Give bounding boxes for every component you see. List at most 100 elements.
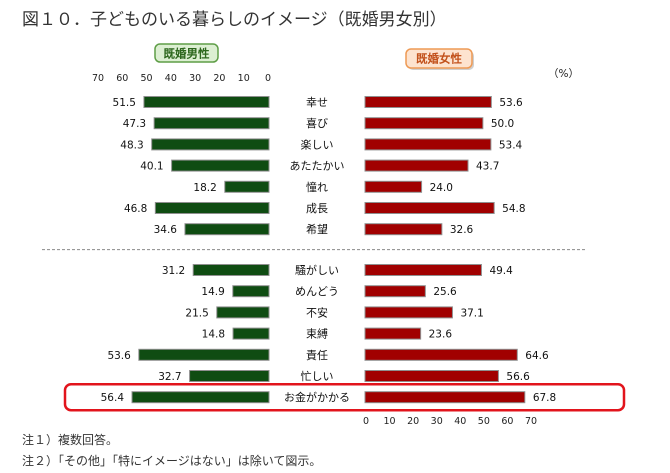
bar-men-3 xyxy=(151,138,270,151)
category-label-3: 楽しい xyxy=(301,138,334,151)
legend-men: 既婚男性 xyxy=(154,43,219,63)
tick-men-20: 20 xyxy=(213,73,225,84)
tick-women-30: 30 xyxy=(431,416,443,427)
category-label-12: 責任 xyxy=(306,348,328,362)
value-men-11: 14.8 xyxy=(202,329,225,341)
bar-men-4 xyxy=(171,159,270,172)
bar-women-9 xyxy=(364,285,426,298)
bar-women-2 xyxy=(364,117,484,130)
category-label-7: 希望 xyxy=(306,222,328,236)
highlight-box xyxy=(63,382,626,412)
value-women-8: 49.4 xyxy=(489,265,513,277)
value-men-12: 53.6 xyxy=(107,350,131,362)
category-label-1: 幸せ xyxy=(306,96,328,109)
axis-women-ticks: 0 10 20 30 40 50 60 70 xyxy=(363,416,537,427)
value-men-6: 46.8 xyxy=(124,203,147,215)
bar-women-6 xyxy=(364,202,495,214)
legend-women: 既婚女性 xyxy=(405,48,474,70)
chart-title: 図１０．子どものいる暮らしのイメージ（既婚男女別） xyxy=(22,10,447,30)
bar-men-1 xyxy=(143,96,270,108)
value-women-1: 53.6 xyxy=(499,97,523,109)
tick-men-50: 50 xyxy=(141,73,153,84)
category-label-13: 忙しい xyxy=(301,369,334,383)
category-label-4: あたたかい xyxy=(290,160,345,173)
tick-men-0: 0 xyxy=(265,73,271,84)
axis-men-ticks: 0 10 20 30 40 50 60 70 xyxy=(92,73,271,84)
category-label-14: お金がかかる xyxy=(284,390,350,404)
tick-women-0: 0 xyxy=(363,416,369,427)
bar-women-13 xyxy=(364,370,499,382)
bar-men-10 xyxy=(216,306,270,319)
value-women-10: 37.1 xyxy=(460,307,483,319)
bar-men-6 xyxy=(154,202,270,214)
note-1: 注１）複数回答。 xyxy=(22,432,118,447)
bar-men-14 xyxy=(131,391,270,404)
category-label-6: 成長 xyxy=(306,202,328,215)
category-label-8: 騒がしい xyxy=(295,263,339,277)
bar-women-11 xyxy=(364,327,422,340)
value-women-5: 24.0 xyxy=(430,182,453,194)
value-men-14: 56.4 xyxy=(101,392,125,404)
tick-men-70: 70 xyxy=(92,73,104,84)
value-women-9: 25.6 xyxy=(433,286,457,298)
unit-label: （%） xyxy=(548,68,579,80)
legend-men-label: 既婚男性 xyxy=(164,47,210,61)
legend-women-box xyxy=(405,48,473,69)
category-label-9: めんどう xyxy=(295,285,339,298)
tick-women-60: 60 xyxy=(501,416,513,427)
legend-men-box xyxy=(154,43,219,63)
note-2: 注２）「その他」「特にイメージはない」は除いて図示。 xyxy=(22,453,321,468)
value-women-11: 23.6 xyxy=(429,329,453,341)
value-women-6: 54.8 xyxy=(502,203,525,215)
value-men-1: 51.5 xyxy=(113,97,136,109)
bar-men-8 xyxy=(192,264,270,276)
value-men-8: 31.2 xyxy=(162,265,185,277)
value-women-4: 43.7 xyxy=(476,161,499,173)
value-men-9: 14.9 xyxy=(201,286,224,298)
bar-women-1 xyxy=(364,96,492,108)
value-men-4: 40.1 xyxy=(140,161,163,173)
value-women-3: 53.4 xyxy=(499,139,523,151)
tick-women-20: 20 xyxy=(407,416,419,427)
bar-women-5 xyxy=(364,180,423,193)
bar-women-3 xyxy=(364,138,492,151)
bar-men-13 xyxy=(189,370,270,382)
value-men-13: 32.7 xyxy=(158,371,181,383)
bar-men-2 xyxy=(153,117,270,130)
category-label-2: 喜び xyxy=(306,117,328,130)
bar-women-4 xyxy=(364,159,469,172)
tick-men-60: 60 xyxy=(116,73,128,84)
bar-women-12 xyxy=(364,348,518,361)
bar-men-5 xyxy=(224,180,270,193)
bar-men-11 xyxy=(232,327,270,340)
value-women-7: 32.6 xyxy=(450,224,474,236)
tick-women-50: 50 xyxy=(478,416,490,427)
value-women-12: 64.6 xyxy=(525,350,549,362)
bar-men-7 xyxy=(184,223,270,236)
tick-men-30: 30 xyxy=(189,73,201,84)
bar-women-7 xyxy=(364,223,443,236)
category-label-5: 憧れ xyxy=(306,180,328,194)
tick-women-70: 70 xyxy=(525,416,537,427)
tick-men-10: 10 xyxy=(238,73,250,84)
bar-women-10 xyxy=(364,306,453,319)
bar-women-8 xyxy=(364,264,482,276)
category-label-10: 不安 xyxy=(306,305,328,319)
value-women-14: 67.8 xyxy=(533,392,556,404)
tick-women-40: 40 xyxy=(454,416,466,427)
tick-men-40: 40 xyxy=(165,73,177,84)
legend-women-label: 既婚女性 xyxy=(416,52,462,66)
bar-men-12 xyxy=(138,348,270,361)
bar-women-14 xyxy=(364,391,526,404)
tick-women-10: 10 xyxy=(384,416,396,427)
value-men-7: 34.6 xyxy=(154,224,178,236)
value-women-2: 50.0 xyxy=(491,118,514,130)
value-men-3: 48.3 xyxy=(120,139,143,151)
category-label-11: 束縛 xyxy=(306,327,328,341)
value-men-10: 21.5 xyxy=(185,307,208,319)
chart-marks: 51.5 53.6 幸せ 47.3 50.0 喜び 48.3 53.4 楽しい 40.1 43.7 あ… xyxy=(101,96,556,404)
value-men-2: 47.3 xyxy=(123,118,146,130)
value-men-5: 18.2 xyxy=(193,182,216,194)
value-women-13: 56.6 xyxy=(506,371,530,383)
